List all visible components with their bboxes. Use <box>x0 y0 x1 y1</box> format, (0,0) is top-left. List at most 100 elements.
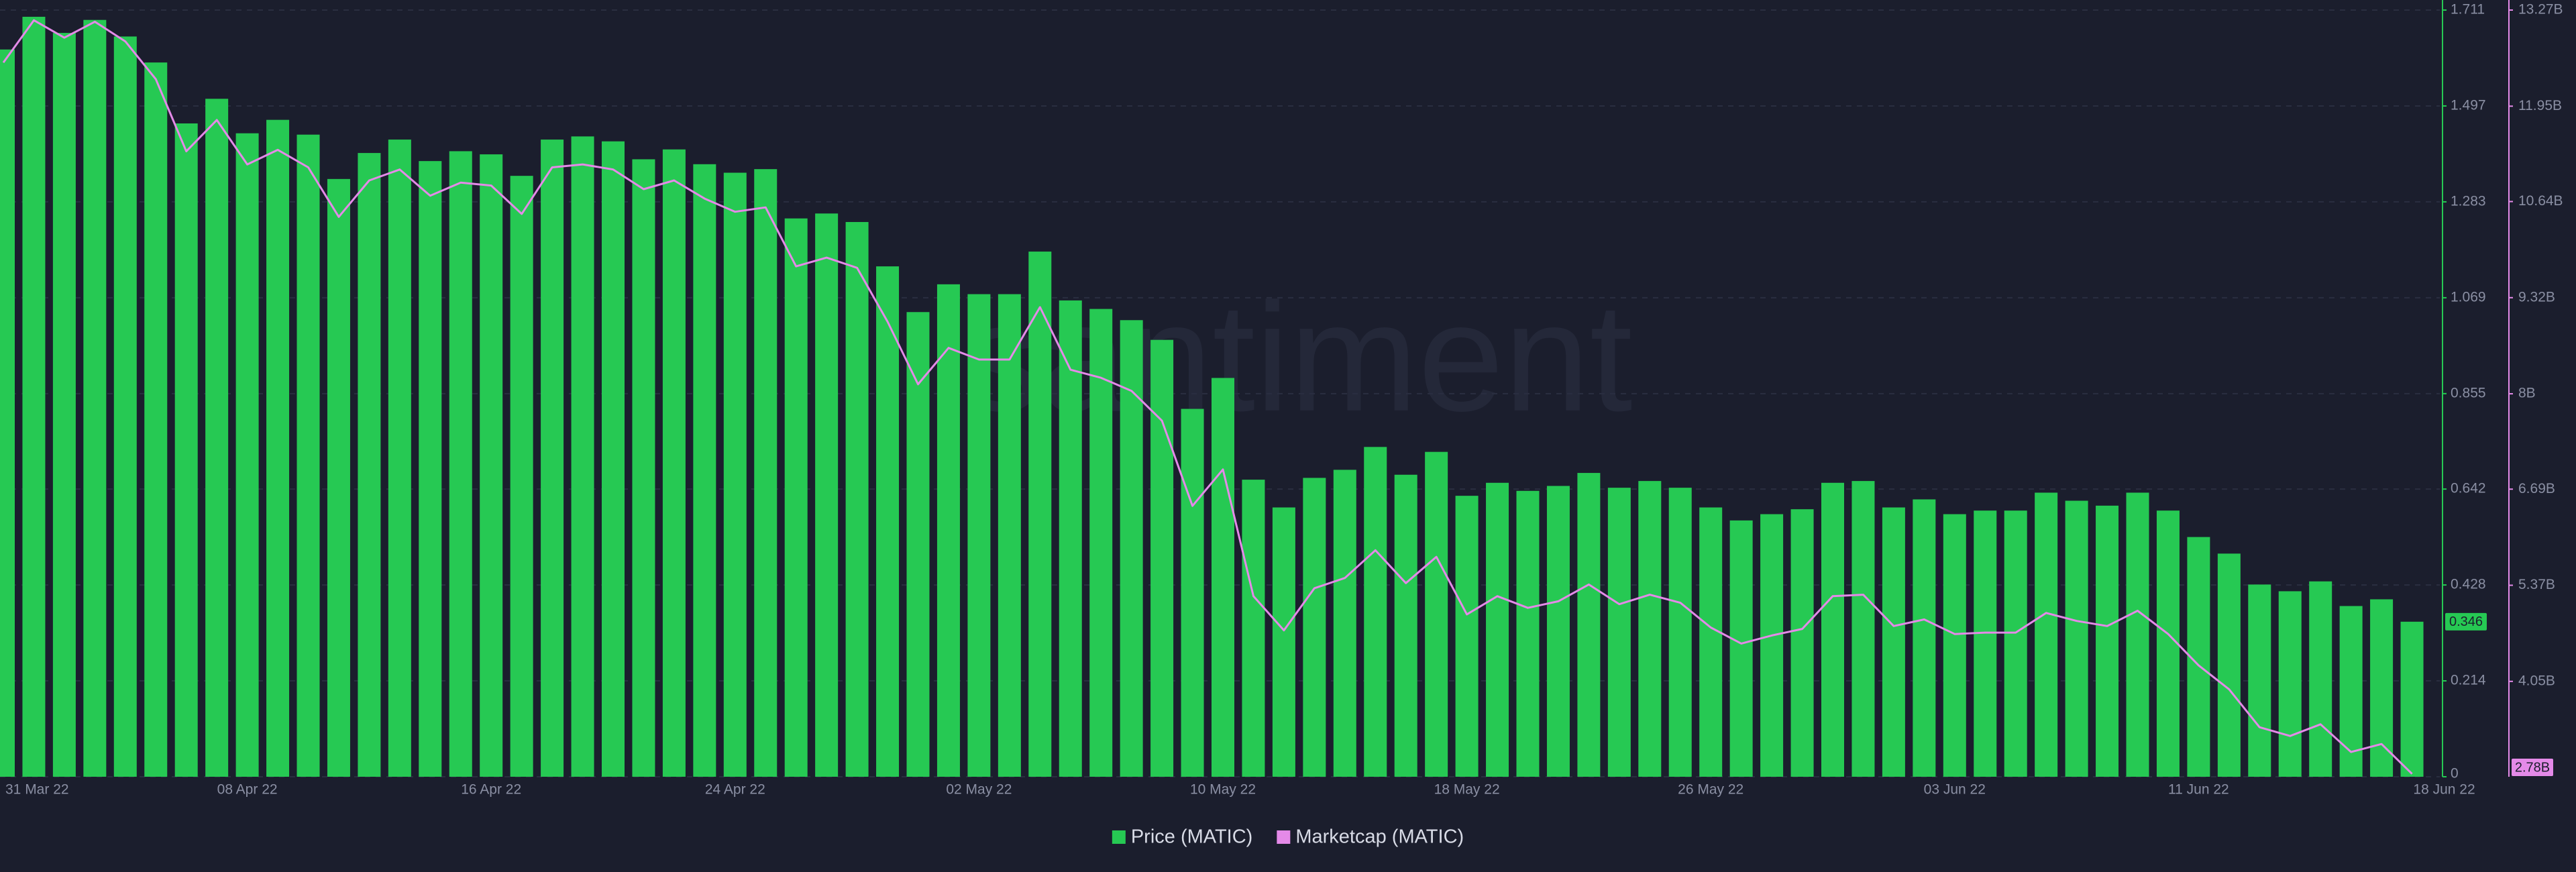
y2-tick-label: 8B <box>2518 386 2536 401</box>
bar <box>358 153 381 777</box>
x-tick-label: 26 May 22 <box>1678 782 1743 798</box>
bar <box>2065 500 2088 777</box>
bar <box>1851 481 1875 777</box>
legend-swatch <box>1112 830 1126 844</box>
bar <box>2248 584 2271 777</box>
bar <box>1272 507 1295 777</box>
y-tick-label: 0.642 <box>2451 481 2486 496</box>
bar <box>1486 482 1509 777</box>
value-badge <box>2445 612 2487 631</box>
bar <box>662 149 686 777</box>
bar <box>297 134 320 777</box>
y-tick-label: 1.497 <box>2451 98 2486 113</box>
bar <box>1607 488 1631 777</box>
legend-item: Marketcap (MATIC) <box>1277 826 1464 848</box>
bar <box>784 218 808 777</box>
bar <box>2126 492 2149 777</box>
bar <box>0 49 15 777</box>
bar <box>632 159 655 777</box>
bar <box>541 140 564 777</box>
x-tick-label: 11 Jun 22 <box>2168 782 2229 798</box>
bar <box>2004 510 2027 777</box>
y2-tick-label: 11.95B <box>2518 98 2562 113</box>
bar <box>1790 509 1814 777</box>
bar <box>113 36 137 777</box>
bar <box>1364 447 1387 777</box>
x-tick-label: 16 Apr 22 <box>461 782 521 798</box>
bar <box>1882 507 1905 777</box>
bar <box>754 169 777 777</box>
bar <box>2339 606 2363 777</box>
x-tick-label: 02 May 22 <box>946 782 1012 798</box>
bar <box>602 141 625 777</box>
bar <box>1638 481 1662 777</box>
bar <box>906 312 930 777</box>
bar <box>174 123 198 777</box>
bar <box>1699 507 1723 777</box>
bar <box>571 136 594 777</box>
bar <box>815 213 839 777</box>
value-badge <box>2512 759 2553 776</box>
bar <box>1120 320 1143 777</box>
bar <box>876 266 900 777</box>
bar <box>235 133 259 777</box>
bar <box>1333 470 1356 777</box>
bar <box>1821 482 1844 777</box>
bar <box>2278 591 2302 777</box>
y-tick-label: 0 <box>2451 766 2459 781</box>
bar <box>1760 514 1784 777</box>
y2-tick-label: 9.32B <box>2518 289 2555 305</box>
bar <box>266 119 290 777</box>
bar <box>1059 300 1082 777</box>
y-tick-label: 1.711 <box>2451 2 2485 17</box>
legend-swatch <box>1277 830 1291 844</box>
y2-tick-label: 13.27B <box>2518 2 2563 17</box>
x-tick-label: 18 Jun 22 <box>2413 782 2475 798</box>
plot-area: santiment <box>0 9 2440 777</box>
bar <box>723 172 747 777</box>
bar <box>1181 408 1204 777</box>
bar <box>1516 490 1540 777</box>
bar <box>1729 520 1753 777</box>
y-tick-label: 1.069 <box>2451 289 2486 305</box>
y-tick-label: 0.855 <box>2451 385 2486 400</box>
y-tick-label: 1.283 <box>2451 193 2486 209</box>
bar <box>144 62 168 777</box>
bar <box>1212 378 1234 777</box>
bar <box>1974 510 1997 777</box>
bar <box>998 294 1021 777</box>
bar <box>2400 621 2424 777</box>
bar <box>480 154 503 777</box>
bar <box>693 164 716 777</box>
bar <box>83 19 107 777</box>
legend-item: Price (MATIC) <box>1112 826 1253 848</box>
legend-label: Marketcap (MATIC) <box>1295 826 1464 848</box>
line <box>2 19 2413 775</box>
legend: Price (MATIC) Marketcap (MATIC) <box>1112 826 1464 848</box>
bar <box>510 176 533 777</box>
bar <box>449 151 472 777</box>
bar <box>1089 309 1113 777</box>
bar <box>1303 478 1326 777</box>
bar <box>936 284 960 777</box>
y2-tick-label: 4.05B <box>2518 673 2555 688</box>
y2-tick-label: 6.69B <box>2518 481 2555 496</box>
x-tick-label: 24 Apr 22 <box>705 782 765 798</box>
value-label: 0.346 <box>2449 614 2483 629</box>
bar <box>2370 599 2394 777</box>
x-tick-label: 03 Jun 22 <box>1924 782 1986 798</box>
bar <box>1546 486 1570 777</box>
bar <box>22 17 46 777</box>
bar <box>205 99 229 777</box>
bar <box>1150 339 1174 777</box>
bar <box>327 178 350 777</box>
bar <box>2035 492 2058 777</box>
bar <box>1425 451 1448 777</box>
x-tick-label: 08 Apr 22 <box>217 782 278 798</box>
y2-tick-label: 10.64B <box>2518 193 2563 209</box>
legend-label: Price (MATIC) <box>1131 826 1253 848</box>
bar <box>1913 499 1936 777</box>
bar <box>52 33 76 777</box>
